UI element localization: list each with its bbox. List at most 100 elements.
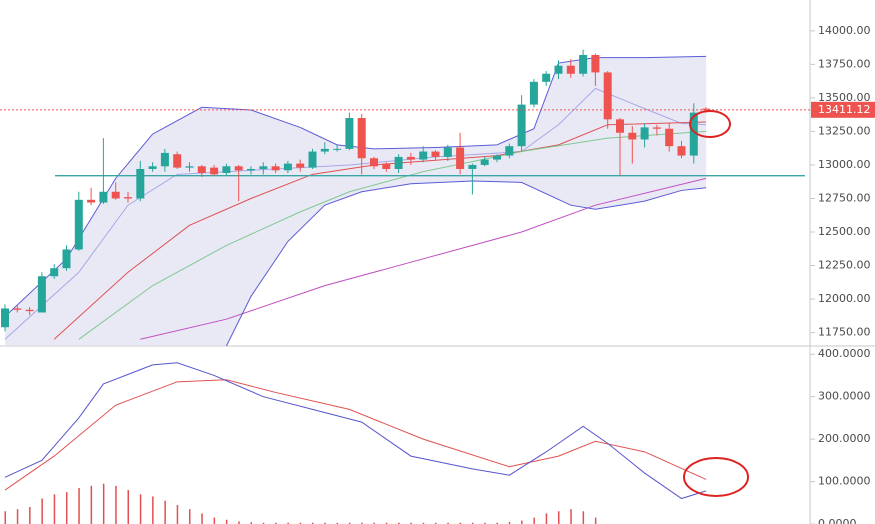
candle-body xyxy=(185,166,194,168)
candle-body xyxy=(702,108,711,110)
candle-body xyxy=(308,151,317,168)
candle-body xyxy=(591,54,600,73)
moving-average xyxy=(140,177,707,340)
candle-body xyxy=(222,166,231,173)
y-tick-label: 13750.00 xyxy=(818,57,871,70)
macd-line xyxy=(4,362,707,500)
y-tick-label: 200.0000 xyxy=(818,432,871,445)
histogram-bar xyxy=(66,492,68,524)
candle-body xyxy=(74,199,83,250)
histogram-bar xyxy=(201,513,203,524)
histogram-bar xyxy=(558,511,560,524)
y-tick-label: 0.0000 xyxy=(818,517,857,524)
candle-body xyxy=(271,166,280,171)
histogram-bar xyxy=(139,494,142,524)
y-tick-label: 13000.00 xyxy=(818,158,871,171)
candle-body xyxy=(136,168,145,199)
candle-body xyxy=(210,167,219,175)
candle-body xyxy=(419,151,428,160)
y-tick-label: 11750.00 xyxy=(818,326,871,339)
candle-body xyxy=(62,249,71,269)
candle-body xyxy=(148,166,157,169)
candle-body xyxy=(99,191,108,203)
candle-body xyxy=(554,65,563,74)
candle-body xyxy=(296,163,305,168)
candle-body xyxy=(333,148,342,150)
histogram-bar xyxy=(29,507,31,524)
histogram-bar xyxy=(459,522,462,524)
candle-body xyxy=(468,164,477,169)
candle-body xyxy=(320,148,329,152)
candle-body xyxy=(689,112,698,156)
candle-body xyxy=(456,147,465,169)
histogram-bar xyxy=(4,511,6,524)
signal-line xyxy=(4,379,707,491)
y-tick-label: 12750.00 xyxy=(818,191,871,204)
histogram-bar xyxy=(361,522,363,524)
candle-body xyxy=(283,163,292,171)
y-tick-label: 400.0000 xyxy=(818,347,871,360)
bollinger-upper xyxy=(4,55,707,317)
histogram-bar xyxy=(189,509,191,524)
candle-body xyxy=(677,146,686,156)
candle-body xyxy=(111,191,120,199)
candle-body xyxy=(616,119,624,133)
histogram-bar xyxy=(312,522,314,524)
candle-body xyxy=(542,73,551,82)
moving-average xyxy=(53,121,707,340)
histogram-bar xyxy=(545,513,548,524)
y-tick-label: 12000.00 xyxy=(818,292,871,305)
candle-body xyxy=(603,72,612,120)
histogram-bar xyxy=(435,522,437,524)
histogram-bar xyxy=(238,521,240,524)
histogram-bar xyxy=(385,522,388,524)
candle-body xyxy=(640,127,649,140)
highlight-circle xyxy=(689,110,731,138)
candle-body xyxy=(394,156,403,169)
histogram-bar xyxy=(16,509,19,524)
candle-body xyxy=(382,163,391,169)
candle-body xyxy=(652,127,661,129)
candle-body xyxy=(628,132,637,140)
histogram-bar xyxy=(570,509,572,524)
histogram-bar xyxy=(90,485,93,524)
histogram-bar xyxy=(176,504,179,524)
histogram-bar xyxy=(127,490,129,524)
candle-body xyxy=(370,158,378,167)
candle-body xyxy=(234,166,243,171)
candle-body xyxy=(431,151,440,157)
histogram-bar xyxy=(508,521,511,524)
y-tick-label: 13250.00 xyxy=(818,124,871,137)
y-tick-label: 13500.00 xyxy=(818,91,871,104)
histogram-bar xyxy=(102,483,105,524)
histogram-bar xyxy=(594,517,597,524)
candle-body xyxy=(13,308,22,310)
histogram-bar xyxy=(275,522,277,524)
candle-body xyxy=(493,155,501,160)
candle-body xyxy=(345,118,354,149)
candle-body xyxy=(160,152,169,167)
candle-body xyxy=(87,199,96,203)
candle-body xyxy=(173,154,182,168)
histogram-bar xyxy=(225,519,228,524)
y-tick-label: 300.0000 xyxy=(818,390,871,403)
histogram-bar xyxy=(53,494,56,524)
histogram-bar xyxy=(533,517,535,524)
histogram-bar xyxy=(336,522,339,524)
histogram-bar xyxy=(484,522,486,524)
histogram-bar xyxy=(250,522,252,524)
y-tick-label: 14000.00 xyxy=(818,24,871,37)
candle-body xyxy=(443,147,452,157)
histogram-bar xyxy=(213,517,216,524)
y-tick-label: 12250.00 xyxy=(818,259,871,272)
candle-body xyxy=(124,197,132,199)
candle-body xyxy=(197,166,206,173)
moving-average xyxy=(78,130,707,340)
candle-body xyxy=(529,81,538,105)
y-tick-label: 12500.00 xyxy=(818,225,871,238)
candle-body xyxy=(357,118,366,159)
histogram-bar xyxy=(78,487,80,524)
histogram-bar xyxy=(471,522,474,524)
bollinger-fill xyxy=(5,56,707,346)
